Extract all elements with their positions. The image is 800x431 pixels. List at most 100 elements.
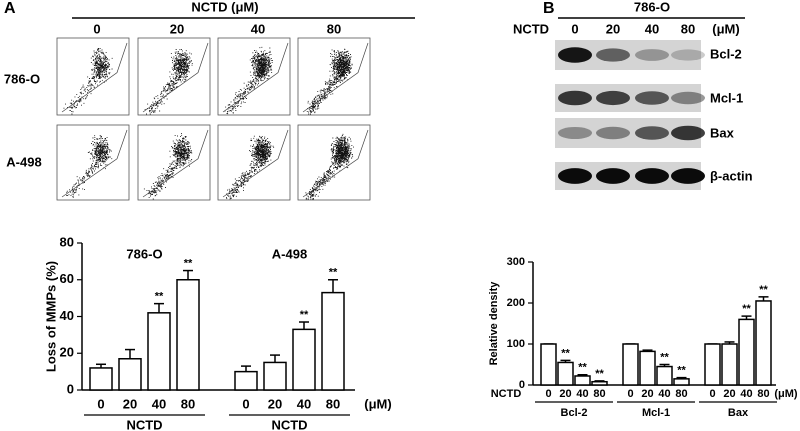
bar bbox=[656, 365, 673, 386]
x-tick-label: 80 bbox=[675, 388, 687, 400]
bar bbox=[591, 380, 608, 386]
x-tick-label: 80 bbox=[593, 388, 605, 400]
x-axis-label: NCTD bbox=[491, 388, 522, 400]
unit-label: (μM) bbox=[774, 388, 798, 400]
flow-gate bbox=[142, 42, 209, 113]
flow-dots bbox=[226, 135, 275, 200]
bar bbox=[321, 291, 345, 391]
bar bbox=[557, 361, 574, 386]
x-tick-label: 20 bbox=[268, 396, 282, 411]
concentration: 40 bbox=[251, 21, 265, 36]
bar bbox=[574, 375, 591, 386]
blot-band bbox=[558, 168, 592, 184]
protein-label: β-actin bbox=[710, 168, 753, 183]
y-tick-label: 60 bbox=[60, 271, 74, 286]
group-title: A-498 bbox=[272, 246, 307, 261]
bar bbox=[622, 343, 639, 386]
y-tick-label: 200 bbox=[507, 297, 525, 309]
row-label: A-498 bbox=[6, 154, 41, 169]
y-tick-label: 20 bbox=[60, 345, 74, 360]
y-tick-label: 0 bbox=[67, 381, 74, 396]
flow-gate bbox=[222, 42, 289, 113]
row-label: 786-O bbox=[4, 71, 40, 86]
bar bbox=[639, 350, 656, 386]
flow-gate bbox=[61, 129, 128, 198]
blot-band bbox=[671, 91, 705, 105]
flow-gate bbox=[142, 129, 209, 198]
group-label: Bcl-2 bbox=[561, 407, 588, 419]
flow-plot-frame bbox=[137, 37, 211, 116]
group-title: 786-O bbox=[126, 246, 162, 261]
blot-band bbox=[596, 168, 630, 184]
flow-dots bbox=[305, 133, 354, 200]
significance-label: ** bbox=[561, 347, 570, 359]
protein-label: Bcl-2 bbox=[710, 46, 742, 61]
protein-label: Bax bbox=[710, 125, 735, 140]
x-tick-label: 80 bbox=[181, 396, 195, 411]
x-tick-label: 20 bbox=[123, 396, 137, 411]
blot-band bbox=[558, 126, 592, 140]
blot-band bbox=[558, 47, 592, 63]
x-tick-label: 40 bbox=[576, 388, 588, 400]
concentration: 0 bbox=[93, 21, 100, 36]
significance-label: ** bbox=[155, 291, 164, 303]
x-tick-label: 0 bbox=[545, 388, 551, 400]
group-label: Bax bbox=[728, 407, 749, 419]
bar bbox=[89, 367, 113, 391]
flow-dots bbox=[306, 48, 353, 115]
bar bbox=[704, 343, 721, 386]
x-tick-label: 80 bbox=[757, 388, 769, 400]
y-tick-label: 0 bbox=[519, 379, 525, 391]
significance-label: ** bbox=[329, 267, 338, 279]
concentration: 80 bbox=[327, 21, 341, 36]
x-tick-label: 40 bbox=[740, 388, 752, 400]
flow-plot-frame bbox=[297, 37, 371, 116]
x-tick-label: 20 bbox=[723, 388, 735, 400]
x-axis-label: NCTD bbox=[126, 417, 162, 431]
bar bbox=[118, 358, 142, 391]
x-axis-label: NCTD bbox=[271, 417, 307, 431]
unit-label: (μM) bbox=[364, 396, 391, 411]
significance-label: ** bbox=[660, 351, 669, 363]
panel-header: 786-O bbox=[634, 0, 670, 14]
blot-band bbox=[671, 49, 705, 61]
blot-band bbox=[671, 125, 705, 141]
significance-label: ** bbox=[595, 368, 604, 380]
concentration: 0 bbox=[571, 21, 578, 36]
significance-label: ** bbox=[300, 309, 309, 321]
bar bbox=[147, 312, 171, 391]
bar bbox=[673, 378, 690, 386]
flow-dots bbox=[63, 47, 113, 115]
significance-label: ** bbox=[578, 362, 587, 374]
y-axis-label: Relative density bbox=[488, 281, 500, 366]
bar bbox=[263, 361, 287, 391]
unit-label: (μM) bbox=[712, 21, 739, 36]
flow-dots bbox=[224, 46, 273, 115]
blot-band bbox=[671, 168, 705, 184]
flow-gate bbox=[302, 42, 369, 113]
bar bbox=[292, 328, 316, 391]
bar bbox=[738, 318, 755, 386]
flow-plots bbox=[56, 37, 371, 201]
x-tick-label: 40 bbox=[658, 388, 670, 400]
bar bbox=[176, 279, 200, 391]
bar bbox=[721, 343, 738, 386]
bar bbox=[755, 300, 772, 386]
x-tick-label: 0 bbox=[709, 388, 715, 400]
y-tick-label: 40 bbox=[60, 308, 74, 323]
protein-label: Mcl-1 bbox=[710, 90, 743, 105]
blot-band bbox=[635, 49, 669, 61]
y-tick-label: 100 bbox=[507, 338, 525, 350]
western-blots bbox=[555, 40, 705, 190]
blot-band bbox=[596, 126, 630, 140]
group-label: Mcl-1 bbox=[642, 407, 670, 419]
x-tick-label: 0 bbox=[242, 396, 249, 411]
significance-label: ** bbox=[759, 284, 768, 296]
x-tick-label: 40 bbox=[152, 396, 166, 411]
flow-dots bbox=[143, 133, 193, 200]
flow-gate bbox=[61, 42, 128, 113]
blot-band bbox=[635, 91, 669, 105]
flow-dots bbox=[144, 49, 193, 115]
